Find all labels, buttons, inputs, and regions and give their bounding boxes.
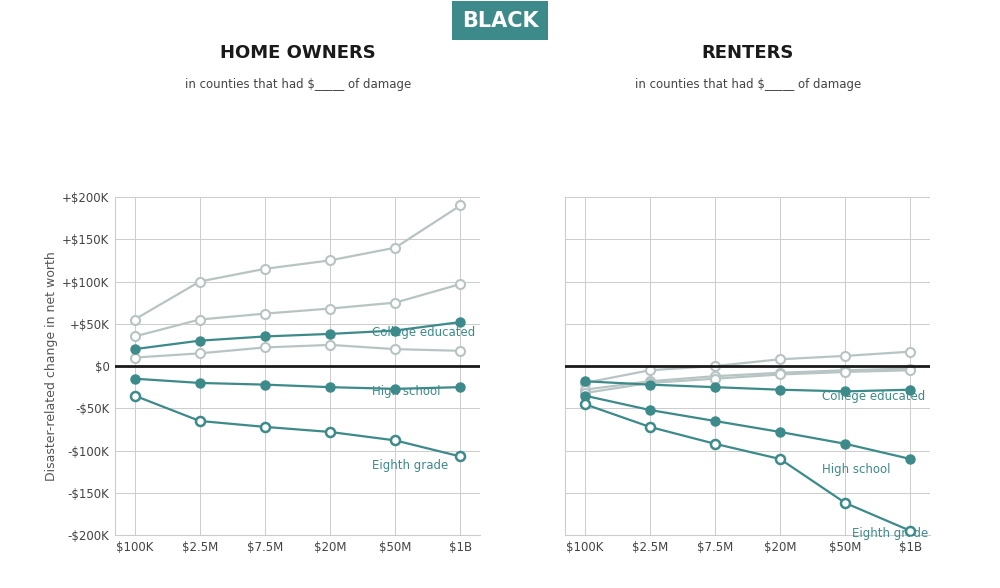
Text: College educated: College educated: [372, 326, 476, 339]
Text: HOME OWNERS: HOME OWNERS: [220, 44, 376, 62]
Text: High school: High school: [372, 385, 441, 398]
Text: College educated: College educated: [822, 390, 926, 403]
Text: Eighth grade: Eighth grade: [852, 527, 928, 540]
Text: RENTERS: RENTERS: [702, 44, 794, 62]
Text: Eighth grade: Eighth grade: [372, 459, 449, 472]
Y-axis label: Disaster-related change in net worth: Disaster-related change in net worth: [45, 251, 58, 481]
Text: High school: High school: [822, 463, 891, 476]
Text: BLACK: BLACK: [462, 11, 538, 31]
Text: in counties that had $_____ of damage: in counties that had $_____ of damage: [185, 78, 411, 91]
Text: in counties that had $_____ of damage: in counties that had $_____ of damage: [635, 78, 861, 91]
